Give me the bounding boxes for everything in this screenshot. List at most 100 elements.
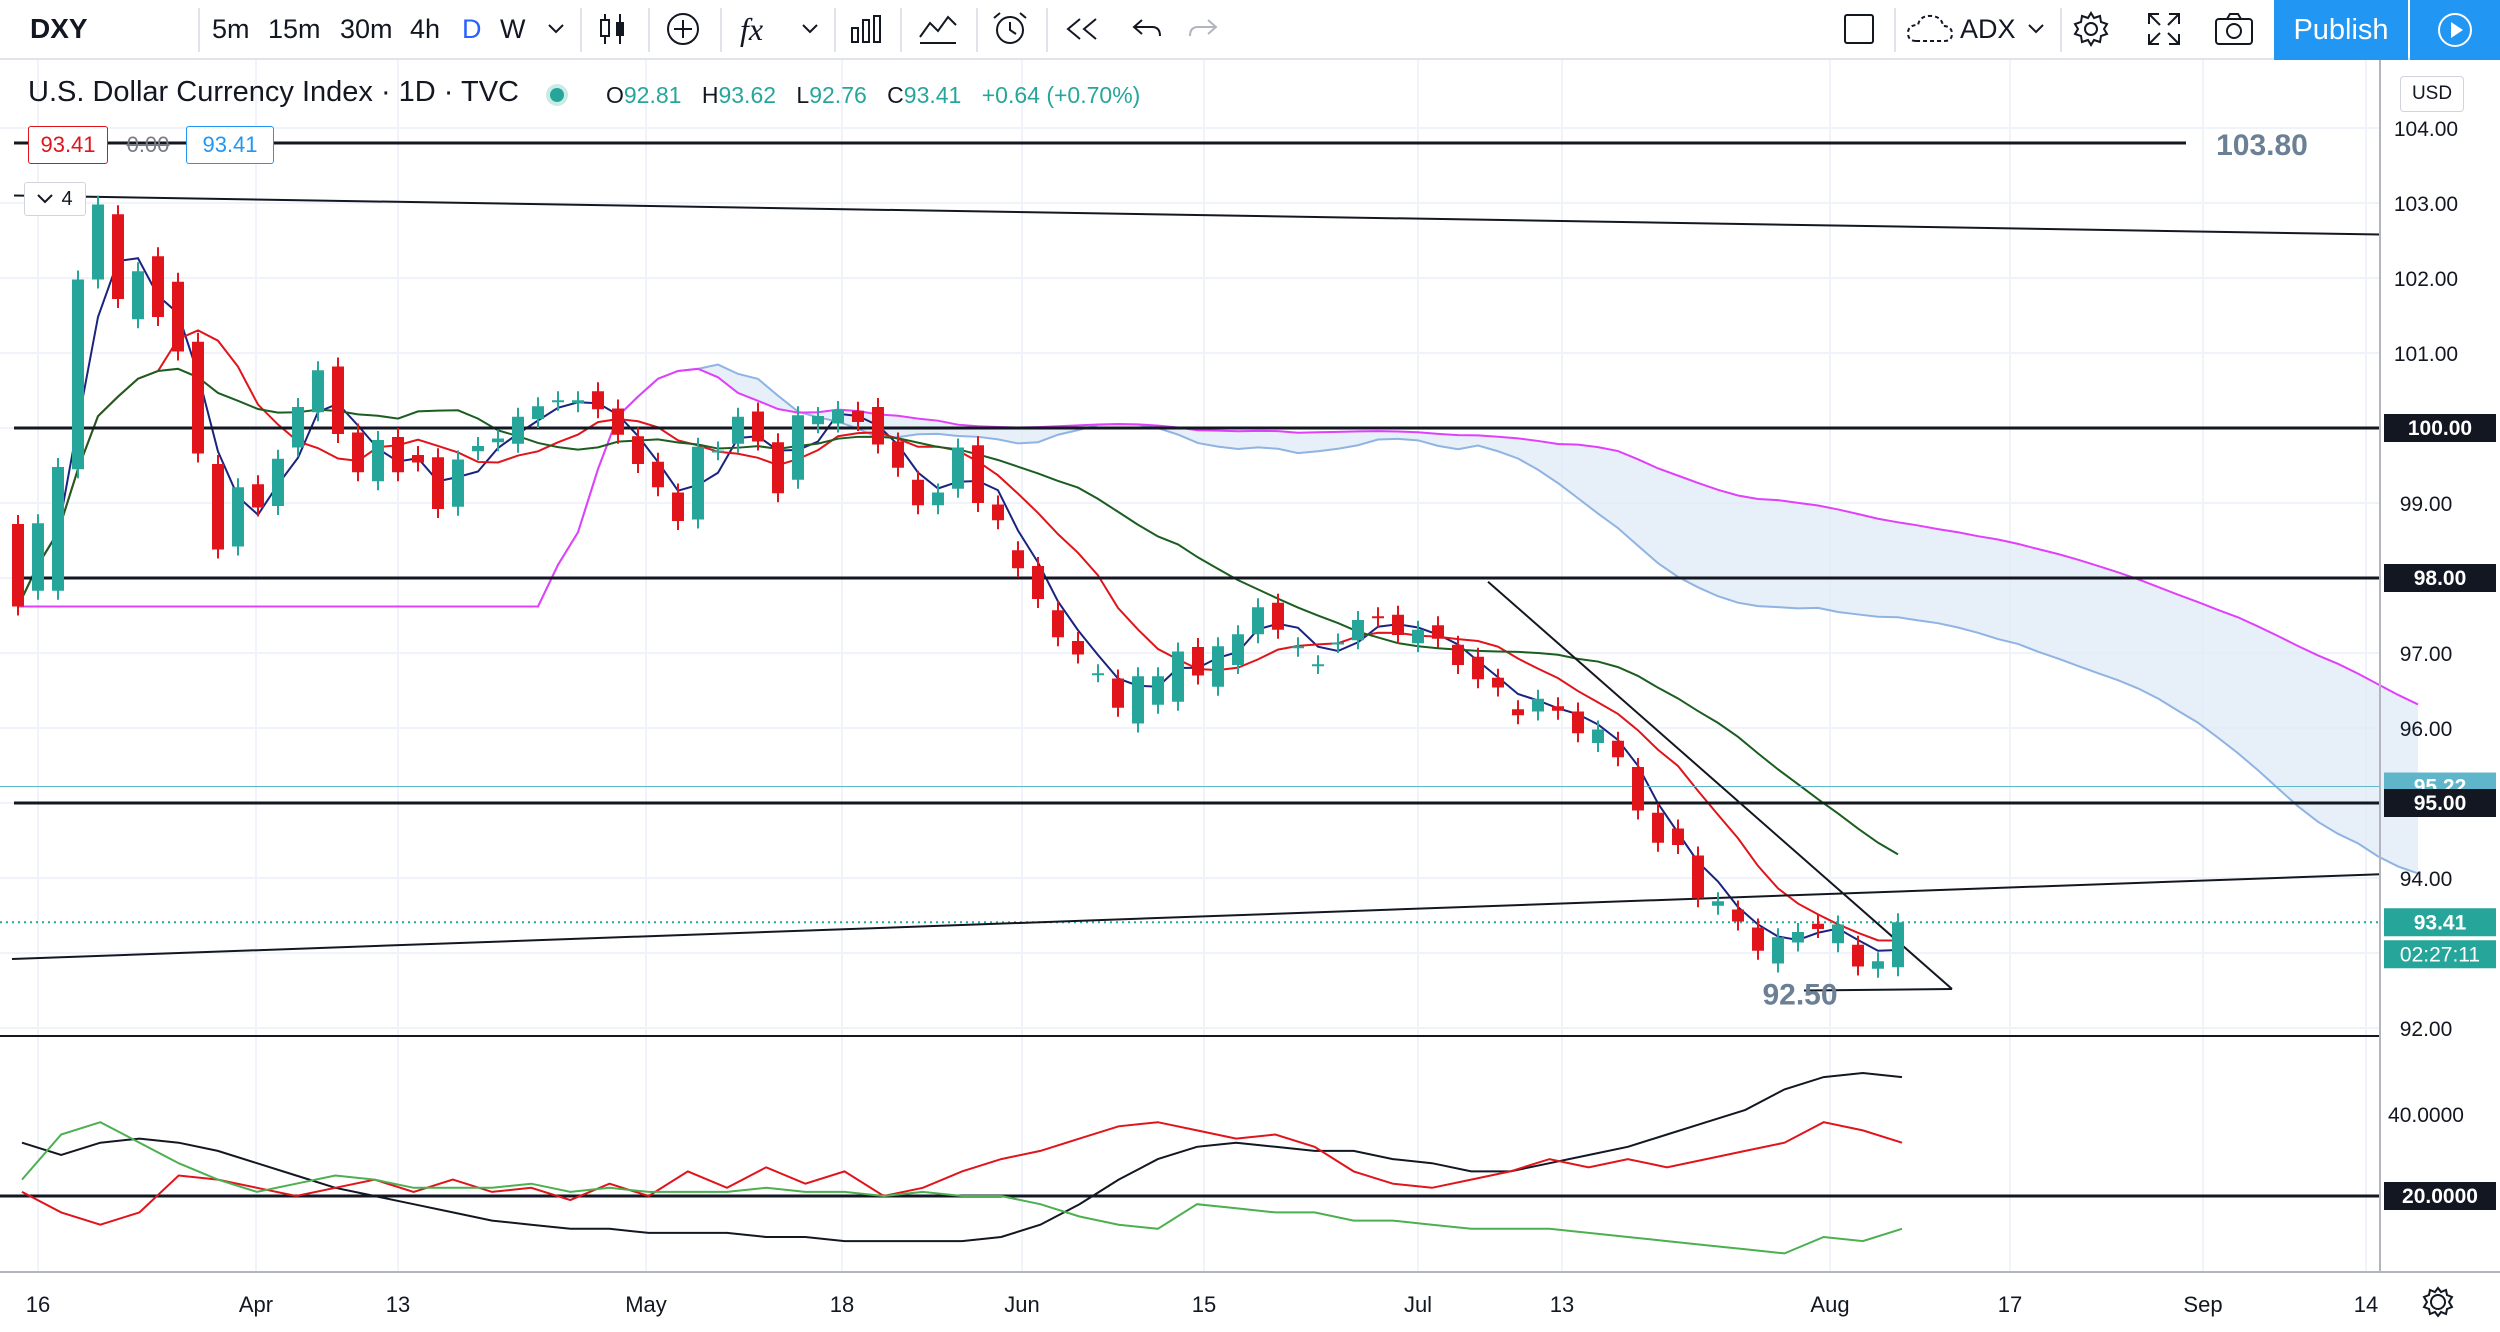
toolbar-divider <box>720 8 722 52</box>
interval-15m[interactable]: 15m <box>268 13 321 44</box>
candle-body <box>1432 625 1444 639</box>
candle-body <box>172 281 184 352</box>
chevron-down-icon[interactable] <box>800 0 820 58</box>
indicator-count: 4 <box>61 187 73 210</box>
y-tick-label: 94.00 <box>2400 868 2453 891</box>
buy-price-badge[interactable]: 93.41 <box>186 126 274 164</box>
candle-body <box>472 446 484 452</box>
line-chart-icon[interactable] <box>918 0 958 58</box>
candle-body <box>1132 676 1144 724</box>
toolbar-divider <box>2060 8 2062 52</box>
currency-button[interactable]: USD <box>2400 76 2464 112</box>
y-tick-label: 96.00 <box>2400 718 2453 741</box>
replay-icon[interactable] <box>1064 0 1100 58</box>
countdown-label: 02:27:11 <box>2400 943 2480 966</box>
x-tick-label: Sep <box>2183 1292 2222 1317</box>
candle-body <box>1552 706 1564 711</box>
fx-icon[interactable]: fx <box>740 10 764 47</box>
price-tag-98: 98.00 <box>2414 567 2467 590</box>
plus-circle-icon[interactable] <box>664 0 702 58</box>
x-tick-label: 13 <box>1550 1292 1574 1317</box>
candle-body <box>1252 607 1264 635</box>
candle-body <box>1672 828 1684 845</box>
chevron-down-icon[interactable] <box>2026 0 2046 58</box>
interval-30m[interactable]: 30m <box>340 13 393 44</box>
chevron-down-icon <box>37 194 54 204</box>
candle-body <box>1412 629 1424 644</box>
candle-body <box>632 436 644 464</box>
price-tag-95: 95.00 <box>2414 792 2467 815</box>
candle-body <box>1292 646 1304 649</box>
candle-body <box>892 441 904 468</box>
chart-legend-title: U.S. Dollar Currency Index · 1D · TVC <box>28 76 519 108</box>
candle-body <box>772 442 784 494</box>
publish-button[interactable]: Publish <box>2274 0 2408 60</box>
gear-icon-inner <box>2430 1294 2446 1310</box>
symbol-search[interactable]: DXY <box>30 13 88 44</box>
candle-body <box>1652 812 1664 843</box>
trendline <box>1803 988 1953 992</box>
x-tick-label: 17 <box>1998 1292 2022 1317</box>
candle-body <box>1832 924 1844 944</box>
candle-body <box>112 214 124 299</box>
alarm-icon[interactable] <box>990 0 1030 58</box>
price-chart[interactable]: 103.80 92.50 16 Apr 13 May 18 Jun 15 Jul 13 Aug 17 S… <box>0 60 2500 1332</box>
price-tag-95-bg <box>2384 789 2496 817</box>
open-value: 92.81 <box>623 82 682 108</box>
y-tick-label: 97.00 <box>2400 643 2453 666</box>
candle-body <box>1072 641 1084 655</box>
candle-body <box>1692 855 1704 899</box>
candle-body <box>1532 698 1544 712</box>
interval-5m[interactable]: 5m <box>212 13 250 44</box>
x-tick-label: Jul <box>1404 1292 1432 1317</box>
indicator-selector[interactable]: ADX <box>1960 13 2016 44</box>
gear-icon[interactable] <box>2072 0 2110 58</box>
camera-icon[interactable] <box>2214 0 2254 58</box>
sell-price-badge[interactable]: 93.41 <box>28 126 108 164</box>
candle-body <box>932 492 944 506</box>
candle-body <box>12 524 24 607</box>
interval-w[interactable]: W <box>500 13 526 44</box>
candle-body <box>192 341 204 454</box>
candle-body <box>1212 646 1224 687</box>
candle-body <box>292 407 304 448</box>
gear-icon-outline <box>2422 1286 2454 1318</box>
candles-icon[interactable] <box>596 0 630 58</box>
indicators-collapse-button[interactable]: 4 <box>24 182 86 216</box>
cloud-icon[interactable] <box>1906 0 1954 58</box>
play-icon[interactable] <box>2410 0 2500 60</box>
x-tick-label: 13 <box>386 1292 410 1317</box>
candle-body <box>812 416 824 425</box>
candle-body <box>972 445 984 503</box>
toolbar-divider <box>1894 8 1896 52</box>
candle-body <box>952 447 964 489</box>
candle-body <box>1712 901 1724 906</box>
candle-body <box>1052 610 1064 638</box>
price-tag-98-bg <box>2384 564 2496 592</box>
candle-body <box>1812 923 1824 929</box>
close-label: C <box>887 82 904 108</box>
candle-body <box>1032 566 1044 599</box>
interval-d[interactable]: D <box>462 13 482 44</box>
candle-body <box>1732 909 1744 922</box>
top-toolbar: DXY 5m 15m 30m 4h D W fx <box>0 0 2500 60</box>
adx-level-tag-bg <box>2384 1182 2496 1210</box>
x-tick-label: 15 <box>1192 1292 1216 1317</box>
trendline <box>11 873 2381 960</box>
candle-body <box>852 410 864 422</box>
candle-body <box>1612 740 1624 758</box>
x-tick-label: Apr <box>239 1292 273 1317</box>
redo-icon[interactable] <box>1188 0 1218 58</box>
candle-body <box>1092 673 1104 676</box>
interval-4h[interactable]: 4h <box>410 13 441 44</box>
bars-icon[interactable] <box>850 0 884 58</box>
fullscreen-icon[interactable] <box>2146 0 2182 58</box>
ichimoku-cloud <box>18 364 2418 874</box>
price-tag-100-bg <box>2384 414 2496 442</box>
rectangle-icon[interactable] <box>1842 0 1876 58</box>
undo-icon[interactable] <box>1132 0 1162 58</box>
candle-body <box>592 391 604 410</box>
candle-body <box>732 416 744 444</box>
candle-body <box>1152 676 1164 705</box>
chevron-down-icon[interactable] <box>546 0 566 58</box>
